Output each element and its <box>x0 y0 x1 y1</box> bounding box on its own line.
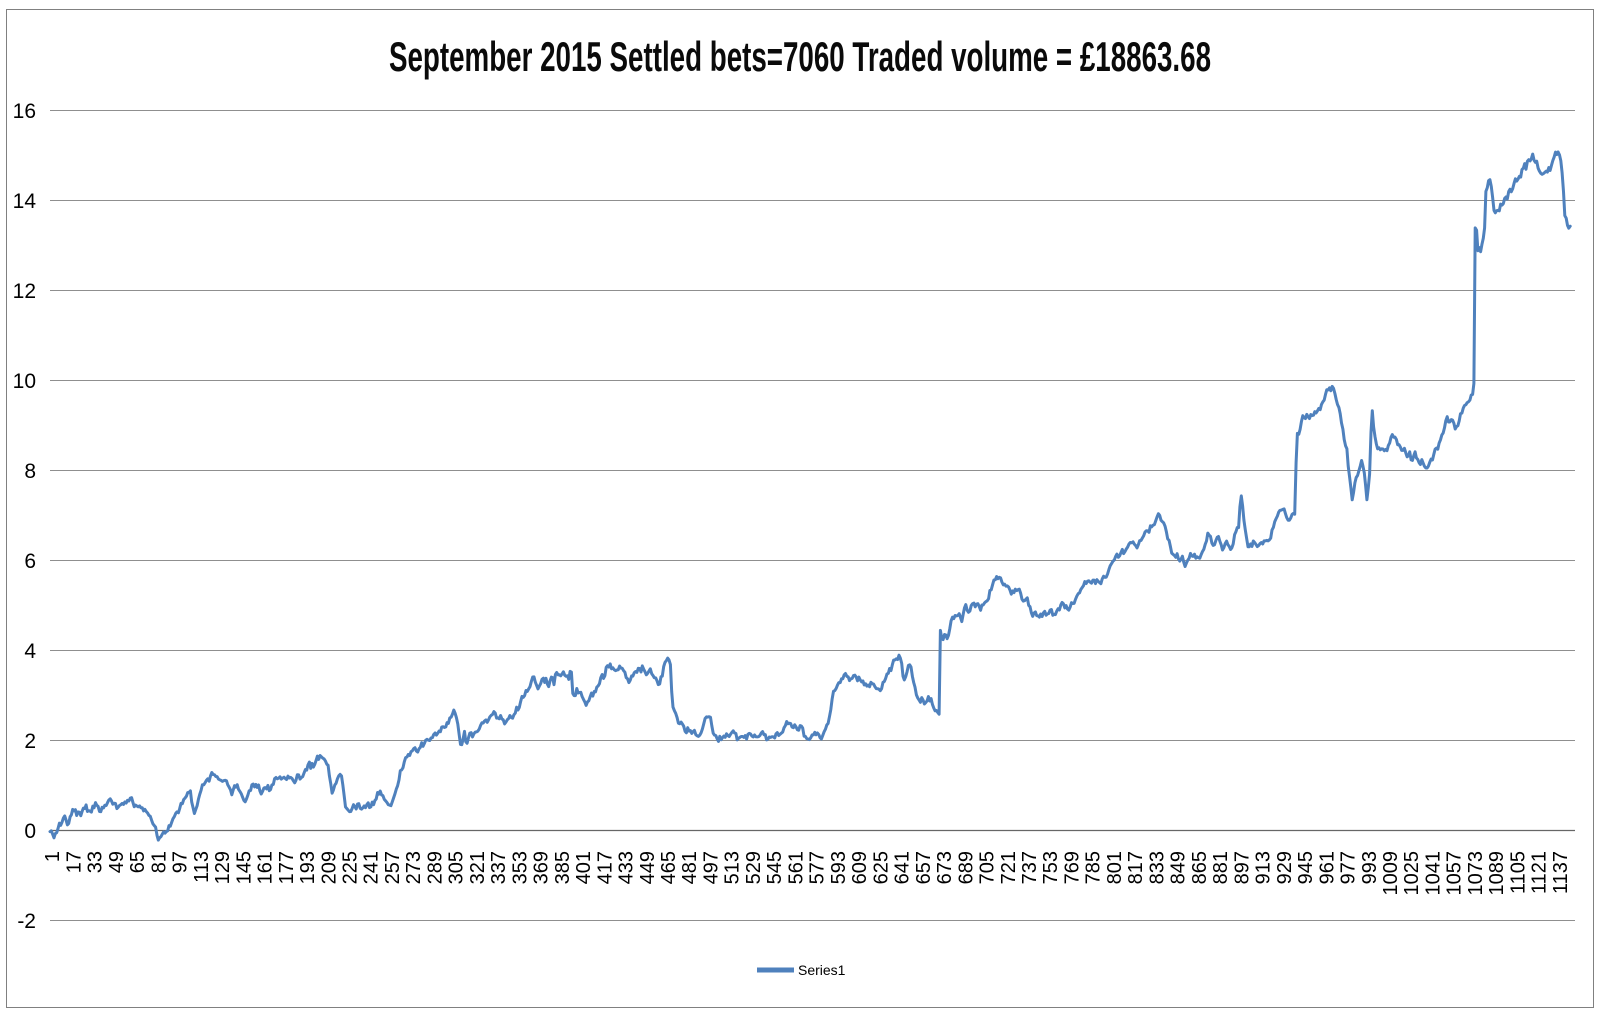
svg-text:1137: 1137 <box>1550 851 1572 894</box>
svg-text:1073: 1073 <box>1465 851 1487 896</box>
svg-text:561: 561 <box>785 851 807 884</box>
svg-text:593: 593 <box>828 851 850 884</box>
svg-text:289: 289 <box>424 851 446 884</box>
svg-text:369: 369 <box>531 851 553 884</box>
svg-text:625: 625 <box>870 851 892 884</box>
svg-text:385: 385 <box>552 851 574 884</box>
svg-text:961: 961 <box>1316 851 1338 884</box>
svg-text:0: 0 <box>24 820 36 843</box>
svg-text:945: 945 <box>1295 851 1317 884</box>
svg-text:337: 337 <box>488 851 510 884</box>
svg-text:657: 657 <box>913 851 935 884</box>
svg-text:4: 4 <box>24 640 36 663</box>
svg-text:1121: 1121 <box>1529 851 1551 894</box>
svg-text:10: 10 <box>13 370 36 393</box>
svg-text:September 2015 Settled bets=70: September 2015 Settled bets=7060 Traded … <box>389 33 1211 80</box>
svg-text:97: 97 <box>170 851 192 873</box>
svg-text:241: 241 <box>361 851 383 884</box>
svg-text:1041: 1041 <box>1423 851 1445 896</box>
svg-text:545: 545 <box>764 851 786 884</box>
svg-text:433: 433 <box>616 851 638 884</box>
svg-text:145: 145 <box>233 851 255 884</box>
svg-text:705: 705 <box>977 851 999 884</box>
svg-text:929: 929 <box>1274 851 1296 884</box>
svg-text:321: 321 <box>467 851 489 884</box>
svg-text:753: 753 <box>1040 851 1062 884</box>
svg-text:689: 689 <box>955 851 977 884</box>
svg-text:897: 897 <box>1231 851 1253 884</box>
svg-text:977: 977 <box>1338 851 1360 884</box>
svg-text:833: 833 <box>1146 851 1168 884</box>
svg-text:129: 129 <box>212 851 234 884</box>
svg-text:1057: 1057 <box>1444 851 1466 896</box>
svg-text:177: 177 <box>276 851 298 884</box>
svg-text:721: 721 <box>998 851 1020 884</box>
svg-text:1105: 1105 <box>1507 851 1529 894</box>
svg-text:737: 737 <box>1019 851 1041 884</box>
svg-text:6: 6 <box>24 550 36 573</box>
svg-text:641: 641 <box>892 851 914 884</box>
svg-text:465: 465 <box>658 851 680 884</box>
svg-text:2: 2 <box>24 730 36 753</box>
svg-text:513: 513 <box>722 851 744 884</box>
svg-text:16: 16 <box>13 100 36 123</box>
svg-text:577: 577 <box>807 851 829 884</box>
svg-text:113: 113 <box>191 851 213 883</box>
svg-text:1025: 1025 <box>1401 851 1423 896</box>
svg-text:849: 849 <box>1168 851 1190 884</box>
svg-text:-2: -2 <box>17 910 36 933</box>
svg-text:401: 401 <box>573 851 595 884</box>
svg-text:865: 865 <box>1189 851 1211 884</box>
svg-text:193: 193 <box>297 851 319 884</box>
svg-text:993: 993 <box>1359 851 1381 884</box>
svg-text:49: 49 <box>106 851 128 873</box>
svg-text:801: 801 <box>1104 851 1126 884</box>
svg-text:449: 449 <box>637 851 659 884</box>
svg-text:353: 353 <box>509 851 531 884</box>
svg-text:913: 913 <box>1253 851 1275 884</box>
svg-text:257: 257 <box>382 851 404 884</box>
svg-text:209: 209 <box>318 851 340 884</box>
svg-text:769: 769 <box>1062 851 1084 884</box>
svg-text:1089: 1089 <box>1486 851 1508 896</box>
svg-text:273: 273 <box>403 851 425 884</box>
svg-text:81: 81 <box>148 851 170 873</box>
svg-text:65: 65 <box>127 851 149 873</box>
svg-text:481: 481 <box>679 851 701 884</box>
svg-text:1: 1 <box>42 851 64 862</box>
svg-text:17: 17 <box>63 851 85 873</box>
svg-text:12: 12 <box>13 280 36 303</box>
svg-text:417: 417 <box>594 851 616 884</box>
svg-text:14: 14 <box>13 190 37 213</box>
svg-text:529: 529 <box>743 851 765 884</box>
svg-text:673: 673 <box>934 851 956 884</box>
svg-text:161: 161 <box>255 851 277 884</box>
svg-text:785: 785 <box>1083 851 1105 884</box>
svg-text:33: 33 <box>85 851 107 873</box>
svg-text:817: 817 <box>1125 851 1147 884</box>
svg-text:8: 8 <box>24 460 36 483</box>
svg-text:305: 305 <box>446 851 468 884</box>
svg-text:609: 609 <box>849 851 871 884</box>
svg-text:881: 881 <box>1210 851 1232 884</box>
svg-text:225: 225 <box>340 851 362 884</box>
svg-text:1009: 1009 <box>1380 851 1402 896</box>
svg-text:Series1: Series1 <box>798 962 846 978</box>
svg-text:497: 497 <box>701 851 723 884</box>
